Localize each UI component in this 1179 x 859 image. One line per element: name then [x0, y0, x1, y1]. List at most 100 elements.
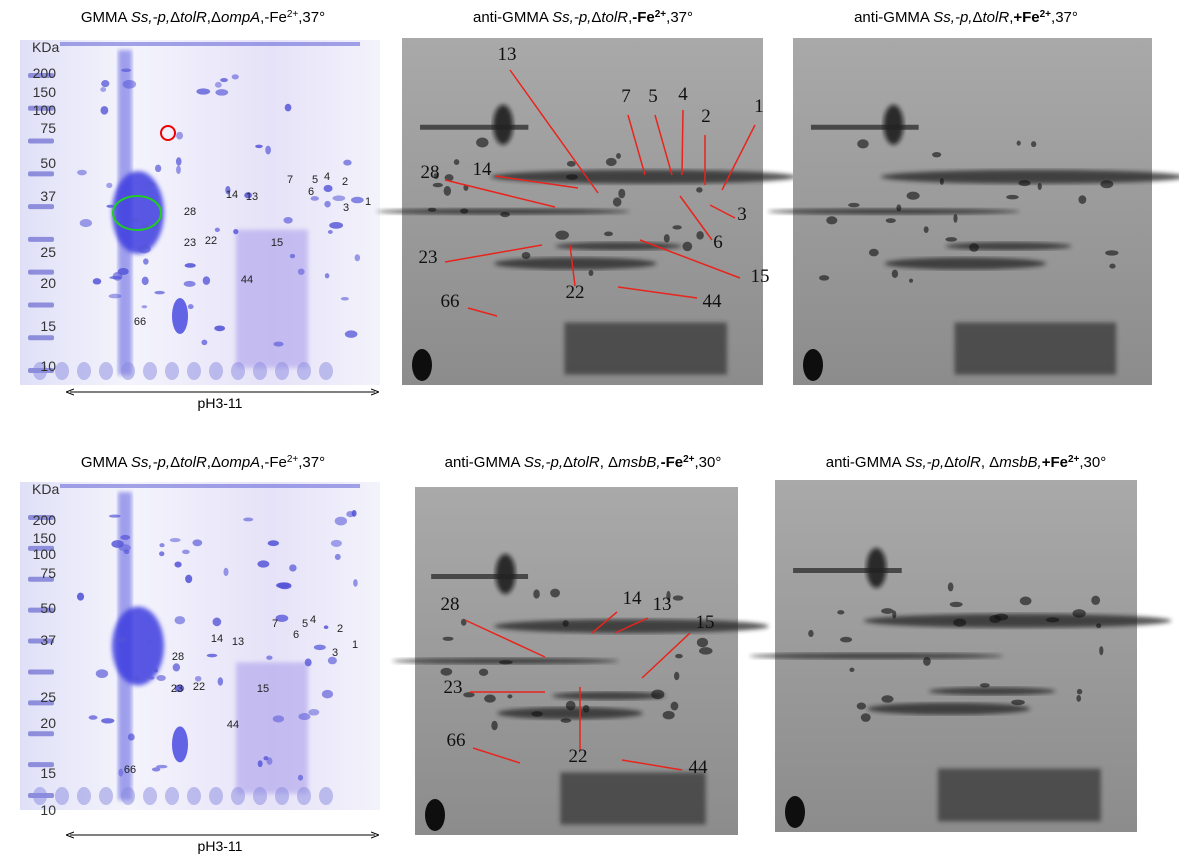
ladder-band: [28, 270, 54, 275]
spot: [343, 160, 351, 166]
spot: [857, 703, 866, 710]
bottom-spot: [319, 787, 333, 805]
ladder-label: 100: [33, 102, 57, 118]
spot-label: 7: [287, 174, 293, 186]
blob: [172, 298, 188, 334]
spot: [176, 132, 183, 140]
title-part: ,Δ: [207, 454, 221, 471]
title-part: tolR: [983, 9, 1010, 26]
spot: [123, 80, 136, 89]
spot: [325, 273, 330, 278]
spot: [203, 276, 210, 285]
spot: [892, 270, 898, 278]
spot: [567, 161, 576, 167]
spot: [255, 145, 263, 148]
ladder-label: 15: [40, 318, 56, 334]
smear: [236, 230, 308, 368]
spot: [220, 78, 228, 82]
spot-label: 7: [621, 86, 631, 107]
bottom-spot: [121, 362, 135, 380]
spot: [138, 245, 151, 254]
spot: [1072, 609, 1085, 618]
bottom-spot: [297, 362, 311, 380]
band: [750, 653, 1003, 659]
ladder-label: 100: [33, 546, 57, 562]
spot: [479, 669, 488, 676]
ladder-label: 20: [40, 715, 56, 731]
bottom-smear: [564, 323, 726, 375]
spot: [215, 228, 220, 232]
spot: [1031, 141, 1036, 147]
corner-blob: [785, 796, 805, 828]
spot: [96, 669, 108, 678]
band: [881, 170, 1179, 184]
spot: [154, 291, 165, 294]
spot: [1020, 597, 1032, 606]
ladder-band: [28, 204, 54, 209]
spot: [953, 618, 966, 626]
spot: [948, 582, 954, 591]
spot: [109, 294, 122, 299]
spot: [433, 183, 443, 187]
title-part: msbB,: [618, 454, 661, 471]
spot: [101, 80, 109, 87]
spot-label: 66: [441, 291, 460, 312]
spot: [1077, 689, 1082, 694]
spot: [589, 270, 594, 276]
spot-label: 23: [444, 677, 463, 698]
ladder-label: 150: [33, 530, 57, 546]
spot-label: 2: [701, 106, 711, 127]
panel-title: anti-GMMA Ss,-p,ΔtolR, ΔmsbB,+Fe2+,30°: [826, 454, 1107, 472]
spot-label: 44: [241, 274, 253, 286]
spot: [182, 550, 190, 555]
dark-row: [420, 125, 528, 130]
blob: [112, 171, 164, 254]
title-part: ,Δ: [207, 9, 221, 26]
spot: [849, 668, 854, 672]
spot: [1105, 250, 1118, 255]
spot: [869, 249, 879, 257]
spot: [201, 340, 207, 346]
blot-image: [768, 38, 1179, 385]
spot: [463, 692, 474, 697]
title-part: GMMA: [81, 454, 131, 471]
spot-label: 15: [696, 612, 715, 633]
spot: [826, 216, 837, 224]
title-part: 2+: [1040, 9, 1052, 20]
spot: [345, 330, 358, 337]
ladder-label: 25: [40, 689, 56, 705]
spot: [314, 645, 326, 651]
spot: [1109, 264, 1115, 269]
spot: [192, 539, 202, 546]
spot: [994, 614, 1008, 621]
spot: [1017, 141, 1021, 146]
spot: [699, 647, 713, 654]
spot: [289, 564, 296, 571]
spot: [819, 275, 829, 280]
spot-label: 4: [324, 171, 330, 183]
bottom-spot: [77, 787, 91, 805]
spot: [953, 214, 957, 223]
title-part: 2+: [1068, 454, 1080, 465]
bottom-spot: [143, 362, 157, 380]
spot-label: 23: [419, 247, 438, 268]
spot: [909, 279, 913, 283]
spot: [533, 589, 540, 598]
spot: [664, 234, 670, 242]
title-part: anti-GMMA: [826, 454, 905, 471]
bottom-spot: [55, 362, 69, 380]
title-part: msbB,: [999, 454, 1042, 471]
leader-line: [682, 110, 683, 175]
spot: [346, 511, 354, 517]
spot-label: 14: [473, 159, 493, 180]
title-part: +Fe: [1013, 9, 1039, 26]
spot: [176, 165, 181, 174]
bottom-spot: [165, 787, 179, 805]
spot: [500, 212, 510, 217]
spot: [121, 68, 131, 72]
spot: [886, 218, 896, 223]
title-part: 2+: [683, 454, 695, 465]
spot: [142, 305, 148, 308]
spot: [555, 231, 569, 240]
spot-label: 7: [272, 618, 278, 630]
